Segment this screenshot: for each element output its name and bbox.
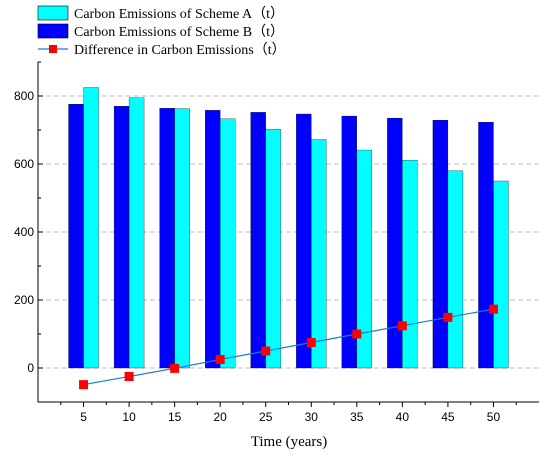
bar-scheme-b — [159, 108, 175, 369]
bar-scheme-b — [296, 113, 312, 369]
difference-marker — [124, 372, 134, 381]
bar-scheme-a — [356, 149, 372, 369]
legend-label-scheme-a: Carbon Emissions of Scheme A（t） — [74, 6, 284, 22]
x-tick-label: 20 — [214, 410, 228, 424]
bar-scheme-a — [174, 108, 190, 369]
x-tick-label: 10 — [122, 410, 136, 424]
bar-scheme-b — [68, 104, 84, 369]
bar-scheme-b — [387, 117, 403, 369]
legend-swatch-scheme-a — [37, 5, 69, 21]
bar-scheme-a — [447, 170, 464, 369]
bar-scheme-b — [205, 110, 221, 369]
x-tick-label: 35 — [350, 410, 364, 424]
difference-marker — [397, 321, 407, 331]
x-tick-label: 15 — [168, 410, 182, 424]
bar-scheme-a — [311, 139, 327, 369]
difference-marker — [261, 346, 271, 356]
x-tick-label: 25 — [259, 410, 273, 424]
y-tick-label: 600 — [14, 157, 34, 171]
bar-scheme-a — [402, 160, 418, 369]
y-tick-label: 0 — [27, 361, 34, 375]
x-tick-label: 40 — [396, 410, 410, 424]
difference-marker — [488, 304, 498, 314]
axes: 0 200 400 600 800 5 10 15 20 25 30 35 40 45 50 — [14, 61, 539, 424]
y-tick-label: 400 — [14, 225, 34, 239]
bar-scheme-b — [113, 106, 130, 369]
y-tick-label: 800 — [14, 89, 34, 103]
legend-swatch-scheme-b — [37, 23, 69, 39]
legend-marker-difference — [49, 45, 57, 53]
difference-marker — [443, 312, 453, 322]
bars — [68, 87, 509, 369]
difference-marker — [352, 329, 362, 339]
difference-marker — [79, 380, 89, 390]
bar-scheme-b — [478, 122, 494, 369]
legend: Carbon Emissions of Scheme A（t） Carbon E… — [37, 5, 286, 58]
bar-scheme-a — [83, 87, 99, 369]
bar-scheme-a — [265, 129, 281, 369]
bar-scheme-b — [250, 112, 266, 369]
difference-series — [79, 304, 498, 390]
y-tick-label: 200 — [14, 293, 34, 307]
difference-marker — [306, 338, 316, 347]
bar-scheme-b — [432, 119, 449, 369]
grid-lines — [38, 95, 539, 369]
bar-scheme-a — [220, 118, 236, 369]
bar-scheme-a — [493, 180, 509, 369]
x-tick-label: 50 — [487, 410, 501, 424]
difference-marker — [215, 355, 225, 364]
legend-label-scheme-b: Carbon Emissions of Scheme B（t） — [74, 24, 284, 40]
difference-line — [83, 308, 494, 386]
difference-marker — [170, 363, 180, 373]
x-tick-label: 30 — [305, 410, 319, 424]
x-tick-label: 45 — [441, 410, 455, 424]
bar-scheme-a — [128, 97, 145, 369]
legend-label-difference: Difference in Carbon Emissions（t） — [74, 42, 286, 58]
x-axis-title: Time (years) — [251, 434, 328, 450]
x-tick-label: 5 — [80, 410, 87, 424]
